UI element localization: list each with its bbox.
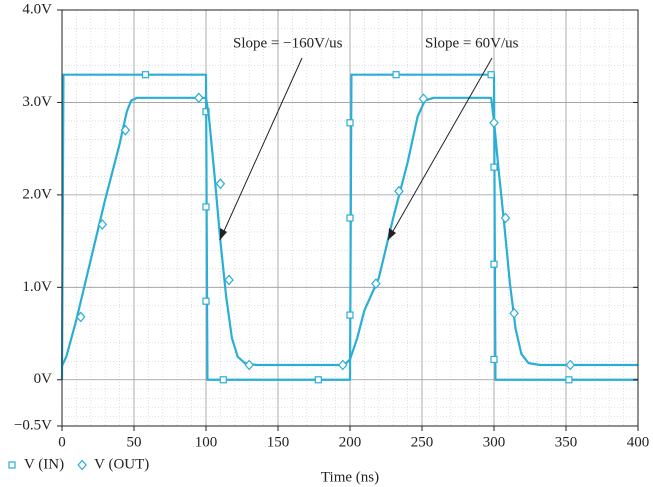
marker (120, 124, 131, 136)
x-tick-label: 200 (339, 434, 362, 450)
marker (500, 212, 511, 224)
marker (337, 359, 348, 371)
marker (509, 307, 519, 319)
marker (394, 185, 404, 197)
marker (490, 355, 498, 364)
marker (202, 203, 210, 211)
x-tick-label: 100 (195, 434, 218, 450)
y-tick-label: 1.0V (22, 279, 52, 295)
marker (371, 278, 381, 290)
annotation-arrow (387, 57, 493, 241)
x-tick-label: 350 (555, 434, 578, 450)
annotation: Slope = −160V/us (233, 35, 343, 51)
marker (346, 119, 354, 127)
legend-label: V (IN) (24, 456, 64, 472)
marker (487, 71, 495, 79)
arrow-head (388, 228, 396, 240)
marker (75, 311, 86, 323)
plot (60, 71, 638, 384)
y-tick-label: 3.0V (22, 94, 52, 110)
marker (346, 214, 354, 222)
marker (490, 163, 498, 171)
legend-label: V (OUT) (94, 456, 149, 472)
marker (141, 71, 150, 79)
x-tick-label: 400 (627, 434, 650, 450)
marker (565, 359, 576, 371)
marker (202, 297, 210, 305)
marker (314, 376, 322, 384)
y-tick-label: 0V (34, 371, 53, 387)
marker (224, 274, 234, 286)
marker (346, 311, 354, 319)
x-tick-label: 150 (267, 434, 290, 450)
x-tick-label: 300 (483, 434, 506, 450)
marker (219, 376, 227, 384)
marker (418, 93, 429, 105)
x-tick-label: 50 (127, 434, 142, 450)
marker (489, 117, 499, 129)
marker (244, 359, 255, 371)
legend-marker (77, 459, 87, 471)
marker (193, 92, 204, 104)
series-line (60, 73, 638, 381)
x-axis-label: Time (ns) (321, 469, 379, 485)
marker (490, 260, 498, 268)
marker (215, 178, 226, 190)
x-tick-label: 250 (411, 434, 434, 450)
marker (97, 219, 108, 230)
marker (392, 71, 400, 79)
annotation-arrow (219, 57, 303, 241)
y-tick-label: 2.0V (22, 186, 52, 202)
y-tick-label: −0.5V (14, 417, 52, 433)
x-tick-label: 0 (58, 434, 66, 450)
legend-marker (8, 461, 16, 469)
annotation: Slope = 60V/us (425, 35, 519, 51)
y-tick-label: 4.0V (22, 1, 52, 17)
arrow-head (220, 228, 227, 240)
marker (565, 376, 573, 384)
